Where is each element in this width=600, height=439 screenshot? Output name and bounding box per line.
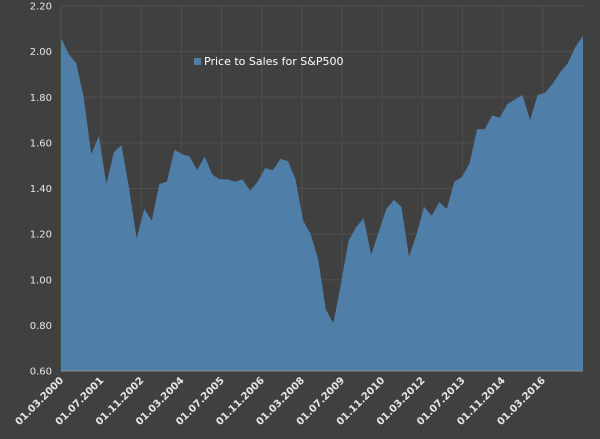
series-area [61, 35, 583, 371]
y-tick-label: 1.80 [30, 93, 52, 104]
y-tick-label: 0.60 [30, 367, 52, 378]
legend-swatch [194, 58, 201, 65]
y-tick-label: 1.00 [30, 275, 52, 286]
legend-label: Price to Sales for S&P500 [204, 55, 343, 68]
x-axis: 01.03.200001.07.200101.11.200201.03.2004… [14, 375, 548, 428]
y-tick-label: 2.20 [30, 2, 52, 13]
y-tick-label: 0.80 [30, 321, 52, 332]
legend: Price to Sales for S&P500 [194, 55, 343, 68]
y-tick-label: 1.60 [30, 138, 52, 149]
y-tick-label: 2.00 [30, 47, 52, 58]
y-tick-label: 1.40 [30, 184, 52, 195]
y-axis: 0.60 0.80 1.00 1.20 1.40 1.60 1.80 2.00 2.20 [30, 2, 52, 378]
y-tick-label: 1.20 [30, 230, 52, 241]
